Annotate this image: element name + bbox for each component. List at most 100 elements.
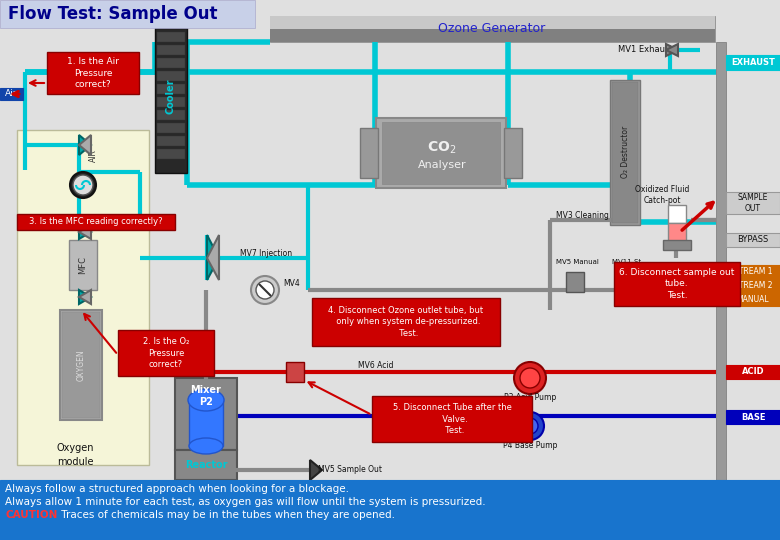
FancyBboxPatch shape	[155, 28, 187, 173]
Text: Always allow 1 minute for each test, as oxygen gas will flow until the system is: Always allow 1 minute for each test, as …	[5, 497, 486, 507]
Text: MV5 Manual: MV5 Manual	[556, 259, 599, 265]
Circle shape	[70, 172, 96, 198]
FancyBboxPatch shape	[624, 272, 642, 292]
Text: P4 Base Pump: P4 Base Pump	[503, 441, 557, 449]
Polygon shape	[79, 135, 91, 155]
Ellipse shape	[189, 438, 223, 454]
FancyBboxPatch shape	[312, 298, 500, 346]
Text: MV11 St: MV11 St	[612, 259, 641, 265]
Circle shape	[522, 418, 538, 434]
FancyBboxPatch shape	[668, 223, 686, 241]
FancyBboxPatch shape	[157, 136, 185, 146]
FancyBboxPatch shape	[286, 362, 304, 382]
Text: MV1 Exhaust: MV1 Exhaust	[618, 45, 672, 55]
FancyBboxPatch shape	[614, 262, 740, 306]
Circle shape	[514, 362, 546, 394]
Text: Ozone Generator: Ozone Generator	[438, 22, 546, 35]
Circle shape	[520, 368, 540, 388]
FancyBboxPatch shape	[157, 149, 185, 159]
Text: Oxygen
module: Oxygen module	[56, 443, 94, 467]
FancyBboxPatch shape	[0, 0, 255, 28]
FancyBboxPatch shape	[157, 97, 185, 107]
Text: MV5 Sample Out: MV5 Sample Out	[318, 465, 382, 475]
FancyBboxPatch shape	[270, 16, 715, 42]
Text: Reactor: Reactor	[185, 460, 227, 470]
Text: MV3 Cleaning: MV3 Cleaning	[556, 211, 609, 219]
FancyBboxPatch shape	[189, 398, 223, 446]
FancyBboxPatch shape	[376, 118, 506, 188]
Text: AIR: AIR	[88, 150, 98, 163]
Text: Oxidized Fluid
Catch-pot: Oxidized Fluid Catch-pot	[635, 185, 690, 205]
Text: MV6 Acid: MV6 Acid	[358, 361, 393, 369]
FancyBboxPatch shape	[668, 205, 686, 223]
Text: 4. Disconnect Ozone outlet tube, but
  only when system de-pressurized.
  Test.: 4. Disconnect Ozone outlet tube, but onl…	[328, 306, 484, 338]
FancyBboxPatch shape	[566, 272, 584, 292]
FancyBboxPatch shape	[17, 214, 175, 230]
Text: STREAM 2: STREAM 2	[734, 281, 772, 290]
Text: ACID: ACID	[742, 368, 764, 376]
FancyBboxPatch shape	[175, 450, 237, 480]
Text: BYPASS: BYPASS	[737, 235, 768, 245]
Polygon shape	[79, 135, 91, 155]
FancyBboxPatch shape	[175, 378, 237, 450]
Polygon shape	[666, 44, 678, 56]
Polygon shape	[79, 290, 91, 304]
Ellipse shape	[188, 389, 224, 411]
FancyBboxPatch shape	[726, 265, 780, 278]
FancyBboxPatch shape	[17, 130, 149, 465]
FancyBboxPatch shape	[270, 29, 715, 42]
Polygon shape	[79, 225, 91, 239]
FancyBboxPatch shape	[612, 82, 638, 223]
Text: Air: Air	[5, 90, 18, 98]
Text: 5. Disconnect Tube after the
  Valve.
  Test.: 5. Disconnect Tube after the Valve. Test…	[392, 403, 512, 435]
Circle shape	[256, 281, 274, 299]
Text: 3. Is the MFC reading correctly?: 3. Is the MFC reading correctly?	[29, 218, 163, 226]
Text: MFC: MFC	[79, 256, 87, 274]
Polygon shape	[207, 235, 219, 280]
FancyBboxPatch shape	[504, 128, 522, 178]
FancyBboxPatch shape	[726, 233, 780, 247]
Text: SAMPLE
OUT: SAMPLE OUT	[738, 193, 768, 213]
Polygon shape	[310, 460, 322, 480]
Text: 2. Is the O₂
Pressure
correct?: 2. Is the O₂ Pressure correct?	[143, 337, 190, 369]
Text: STREAM 1: STREAM 1	[734, 267, 772, 276]
Circle shape	[73, 175, 93, 195]
Text: O₂ Destructor: O₂ Destructor	[621, 126, 629, 178]
FancyBboxPatch shape	[62, 312, 100, 418]
Text: CO$_2$: CO$_2$	[427, 140, 456, 156]
Text: Traces of chemicals may be in the tubes when they are opened.: Traces of chemicals may be in the tubes …	[58, 510, 395, 520]
FancyBboxPatch shape	[0, 88, 23, 100]
FancyBboxPatch shape	[157, 71, 185, 81]
Circle shape	[516, 412, 544, 440]
FancyBboxPatch shape	[726, 410, 780, 424]
Text: P3 Acid Pump: P3 Acid Pump	[504, 394, 556, 402]
Polygon shape	[79, 225, 91, 239]
FancyBboxPatch shape	[726, 365, 780, 379]
Polygon shape	[207, 235, 219, 280]
FancyBboxPatch shape	[360, 128, 378, 178]
FancyBboxPatch shape	[716, 42, 726, 482]
FancyBboxPatch shape	[69, 240, 97, 290]
Text: MANUAL: MANUAL	[736, 295, 769, 304]
FancyBboxPatch shape	[726, 279, 780, 292]
Circle shape	[251, 276, 279, 304]
FancyBboxPatch shape	[726, 55, 780, 70]
Text: 1. Is the Air
Pressure
correct?: 1. Is the Air Pressure correct?	[67, 57, 119, 89]
Text: MV4: MV4	[284, 279, 300, 287]
FancyBboxPatch shape	[663, 240, 691, 250]
Polygon shape	[79, 290, 91, 304]
FancyBboxPatch shape	[157, 58, 185, 68]
Polygon shape	[666, 44, 678, 56]
FancyBboxPatch shape	[0, 480, 780, 540]
Text: Cooler: Cooler	[166, 78, 176, 114]
FancyBboxPatch shape	[610, 80, 640, 225]
Text: BASE: BASE	[741, 413, 765, 422]
FancyBboxPatch shape	[726, 192, 780, 214]
FancyBboxPatch shape	[157, 45, 185, 55]
FancyBboxPatch shape	[270, 16, 715, 29]
FancyBboxPatch shape	[372, 396, 532, 442]
Text: Analyser: Analyser	[417, 160, 466, 170]
FancyBboxPatch shape	[382, 122, 500, 184]
FancyBboxPatch shape	[726, 293, 780, 306]
FancyBboxPatch shape	[157, 123, 185, 133]
